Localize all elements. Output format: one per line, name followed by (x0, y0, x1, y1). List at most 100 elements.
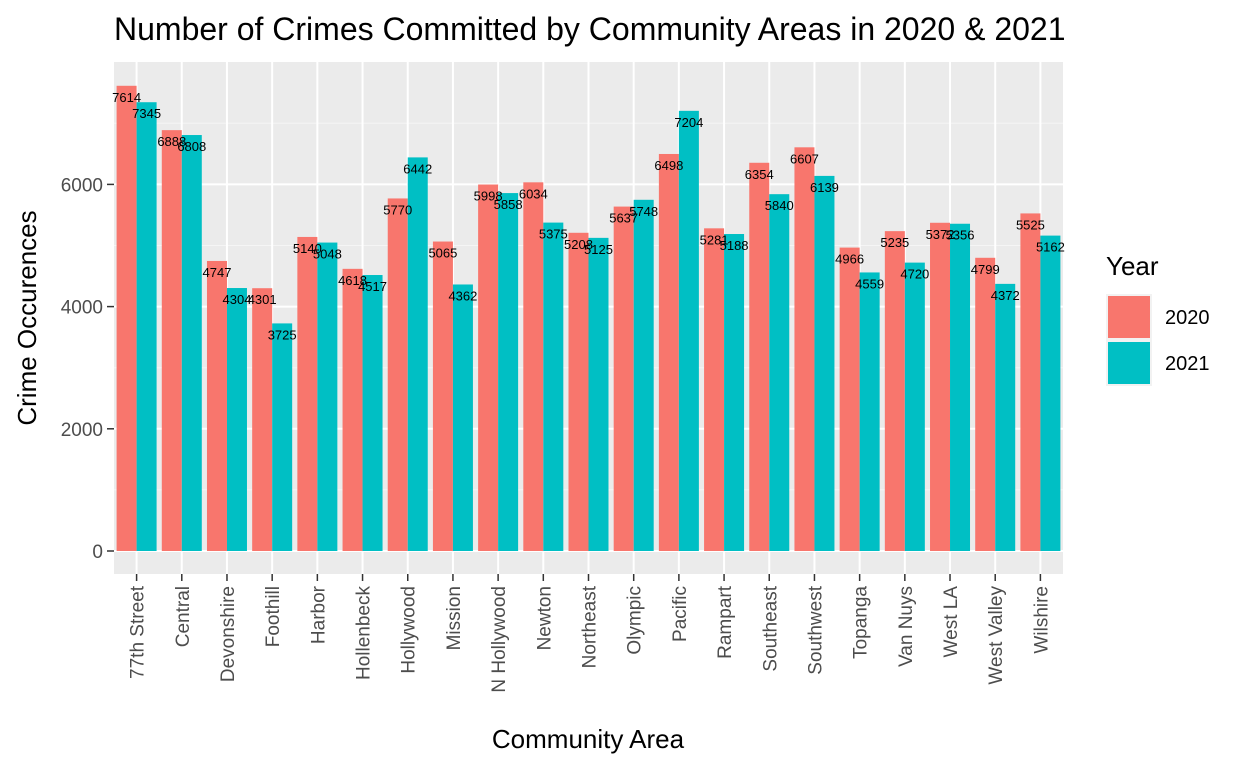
x-tick-label: Hollenbeck (354, 586, 375, 680)
bar-2020 (975, 257, 996, 551)
bar-2021 (226, 288, 247, 551)
bar-label-2020: 6034 (519, 186, 548, 201)
x-tick-label: Topanga (851, 586, 872, 659)
bar-2021 (317, 242, 338, 551)
bar-label-2020: 5065 (428, 246, 457, 261)
bar-2021 (407, 157, 428, 551)
x-tick-label: Southwest (805, 585, 826, 674)
bar-label-2021: 7345 (132, 106, 161, 121)
bar-label-2020: 4747 (203, 265, 232, 280)
bar-label-2021: 6139 (810, 180, 839, 195)
legend-label-2020: 2020 (1165, 307, 1210, 329)
bar-2021 (272, 323, 293, 551)
bar-2021 (588, 237, 609, 552)
x-axis-title: Community Area (492, 724, 685, 754)
bar-label-2021: 6442 (403, 161, 432, 176)
bar-label-2021: 6808 (177, 139, 206, 154)
bar-label-2021: 3725 (268, 327, 297, 342)
bar-label-2020: 5235 (880, 235, 909, 250)
bar-label-2020: 4966 (835, 252, 864, 267)
bar-label-2021: 5048 (313, 247, 342, 262)
x-tick-label: Pacific (670, 586, 691, 642)
x-tick-label: Northeast (580, 585, 601, 668)
bar-2021 (724, 234, 745, 552)
bar-2020 (704, 228, 725, 551)
bar-2021 (814, 175, 835, 551)
bar-label-2020: 5208 (564, 237, 593, 252)
x-tick-label: Van Nuys (896, 586, 917, 667)
bar-label-2020: 5525 (1016, 217, 1045, 232)
x-tick-label: Wilshire (1031, 586, 1052, 654)
legend-swatch-2020 (1108, 296, 1150, 338)
bar-label-2020: 5637 (609, 211, 638, 226)
bars (116, 85, 1061, 552)
bar-2021 (950, 223, 971, 551)
bar-2020 (342, 268, 363, 551)
bar-label-2021: 5162 (1036, 240, 1065, 255)
x-tick-label: Southeast (760, 585, 781, 671)
bar-2020 (1020, 213, 1041, 552)
chart-title: Number of Crimes Committed by Community … (114, 11, 1066, 47)
bar-label-2021: 5840 (765, 198, 794, 213)
x-tick-label: Rampart (715, 585, 736, 659)
bar-2020 (658, 153, 679, 551)
x-tick-label: Harbor (308, 585, 329, 644)
bar-2020 (387, 198, 408, 551)
bar-2020 (839, 247, 860, 551)
x-tick-label: Foothill (263, 586, 284, 647)
bar-2021 (181, 135, 202, 552)
bar-2021 (904, 262, 925, 551)
y-axis-ticks: 0 2000 4000 6000 (61, 175, 114, 563)
x-tick-label: West Valley (986, 586, 1007, 685)
y-tick-label: 2000 (61, 420, 103, 441)
legend: Year 2020 2021 (1106, 251, 1210, 386)
bar-label-2021: 5188 (720, 238, 749, 253)
x-tick-label: Devonshire (218, 586, 239, 682)
bar-label-2021: 5748 (629, 204, 658, 219)
bar-label-2020: 4301 (248, 292, 277, 307)
bar-label-2020: 5998 (474, 189, 503, 204)
bar-2020 (478, 184, 499, 551)
bar-label-2020: 5140 (293, 241, 322, 256)
y-tick-label: 4000 (61, 298, 103, 319)
bar-label-2020: 7614 (112, 90, 141, 105)
bar-label-2021: 4559 (855, 276, 884, 291)
bar-2020 (161, 130, 182, 552)
bar-2021 (859, 272, 880, 551)
bar-label-2021: 4362 (448, 288, 477, 303)
bar-label-2021: 5858 (494, 197, 523, 212)
bar-2020 (568, 232, 589, 551)
bar-2020 (523, 182, 544, 551)
bar-label-2021: 4372 (991, 288, 1020, 303)
bar-label-2020: 4799 (971, 262, 1000, 277)
bar-2021 (136, 102, 157, 552)
bar-label-2020: 5372 (926, 227, 955, 242)
x-tick-label: Newton (534, 586, 555, 650)
legend-swatch-2021 (1108, 342, 1150, 384)
bar-2020 (297, 236, 318, 552)
bar-label-2020: 6888 (157, 134, 186, 149)
x-tick-label: 77th Street (128, 585, 149, 679)
x-tick-label: West LA (941, 586, 962, 658)
bar-2021 (678, 110, 699, 551)
bar-label-2021: 4517 (358, 279, 387, 294)
bar-label-2021: 5375 (539, 227, 568, 242)
bar-2021 (452, 284, 473, 551)
bar-2021 (1040, 235, 1061, 551)
bar-label-2021: 5125 (584, 242, 613, 257)
bar-label-2020: 6354 (745, 167, 774, 182)
bar-label-2021: 7204 (674, 115, 703, 130)
bar-label-2020: 5770 (383, 202, 412, 217)
bar-2021 (769, 194, 790, 551)
bar-2020 (930, 222, 951, 551)
bar-label-2020: 6607 (790, 151, 819, 166)
bar-2020 (116, 85, 137, 551)
bar-2020 (432, 241, 453, 551)
x-tick-label: Mission (444, 586, 465, 650)
x-tick-label: Central (173, 586, 194, 647)
bar-label-2020: 4618 (338, 273, 367, 288)
x-axis-ticks: 77th Street Central Devonshire Foothill Harb… (128, 574, 1052, 693)
bar-2021 (995, 283, 1016, 551)
